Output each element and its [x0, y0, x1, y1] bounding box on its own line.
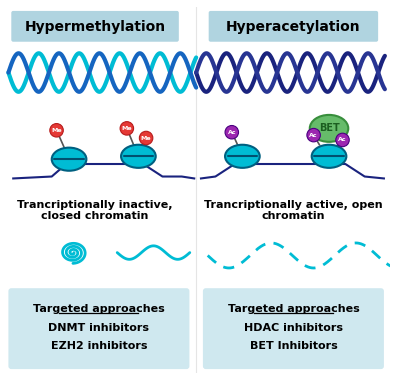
Text: Targeted approaches: Targeted approaches: [227, 304, 359, 314]
FancyBboxPatch shape: [203, 288, 384, 369]
Ellipse shape: [310, 115, 348, 142]
Circle shape: [140, 131, 153, 145]
Circle shape: [307, 128, 320, 142]
Ellipse shape: [52, 148, 86, 171]
Text: HDAC inhibitors: HDAC inhibitors: [244, 323, 343, 333]
Text: DNMT inhibitors: DNMT inhibitors: [49, 323, 150, 333]
Circle shape: [336, 133, 349, 147]
Text: Targeted approaches: Targeted approaches: [33, 304, 165, 314]
Text: Me: Me: [141, 136, 152, 141]
Text: Hyperacetylation: Hyperacetylation: [226, 20, 361, 34]
Text: Hypermethylation: Hypermethylation: [24, 20, 166, 34]
Text: BET Inhibitors: BET Inhibitors: [249, 341, 337, 351]
Text: Ac: Ac: [338, 138, 347, 142]
Circle shape: [50, 124, 63, 137]
Text: EZH2 inhibitors: EZH2 inhibitors: [51, 341, 147, 351]
Text: Me: Me: [122, 126, 132, 131]
Circle shape: [225, 125, 239, 139]
Text: Ac: Ac: [309, 133, 318, 138]
Ellipse shape: [225, 145, 260, 168]
Text: Me: Me: [51, 128, 62, 133]
Ellipse shape: [121, 145, 156, 168]
Circle shape: [120, 122, 134, 135]
FancyBboxPatch shape: [8, 288, 189, 369]
Text: Ac: Ac: [227, 130, 236, 135]
FancyBboxPatch shape: [209, 11, 378, 42]
Text: Trancriptionally inactive,
closed chromatin: Trancriptionally inactive, closed chroma…: [17, 200, 173, 221]
FancyBboxPatch shape: [11, 11, 179, 42]
Text: Trancriptionally active, open
chromatin: Trancriptionally active, open chromatin: [204, 200, 383, 221]
Text: BET: BET: [319, 124, 339, 133]
Ellipse shape: [312, 145, 346, 168]
